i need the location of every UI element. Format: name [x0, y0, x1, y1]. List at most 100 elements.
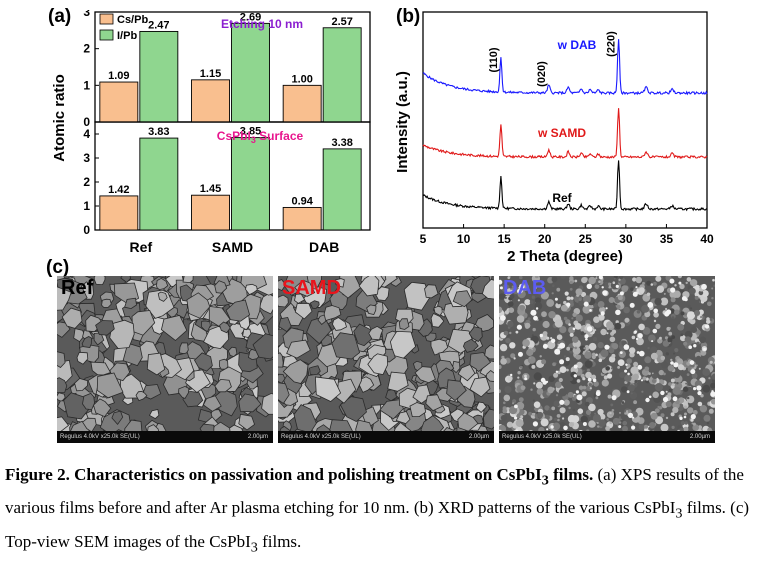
sem-particle	[597, 332, 600, 335]
sem-particle	[684, 336, 692, 343]
sem-particle	[581, 391, 587, 397]
b-x-tick-label: 15	[497, 232, 511, 246]
a-y-tick-label: 2	[83, 175, 90, 189]
sem-particle	[503, 401, 506, 405]
sem-particle	[510, 287, 513, 290]
sem-particle	[517, 371, 521, 375]
sem-particle	[588, 414, 591, 417]
sem-particle	[606, 321, 614, 329]
sem-particle	[595, 353, 598, 357]
sem-particle	[548, 375, 555, 382]
sem-particle	[605, 366, 610, 371]
sem-grain	[182, 276, 194, 284]
a-y-tick-label: 0	[83, 223, 90, 237]
sem-bright-spot	[670, 361, 674, 365]
b-series-label: Ref	[552, 191, 572, 205]
a-x-category-label: Ref	[130, 239, 153, 255]
sem-bright-spot	[500, 315, 506, 321]
sem-particle	[524, 299, 531, 306]
sem-particle	[598, 314, 605, 321]
sem-particle	[611, 409, 615, 412]
sem-grain	[218, 358, 229, 370]
sem-particle	[552, 422, 561, 431]
sem-particle	[698, 290, 704, 296]
sem-particle	[569, 299, 574, 304]
a-x-category-label: SAMD	[212, 239, 253, 255]
bar-value-label: 3.83	[148, 126, 169, 138]
sem-title-ref: Ref	[61, 277, 94, 299]
sem-particle	[609, 336, 616, 343]
sem-particle	[670, 378, 675, 383]
sem-grain	[482, 408, 494, 430]
sem-grain	[462, 338, 479, 353]
sem-bright-spot	[533, 315, 538, 321]
sem-particle	[629, 347, 636, 354]
sem-particle	[655, 416, 664, 425]
b-x-tick-label: 25	[579, 232, 593, 246]
sem-particle	[522, 339, 530, 347]
sem-particle	[667, 337, 673, 343]
sem-particle	[624, 374, 632, 382]
sem-particle	[670, 358, 673, 362]
sem-bright-spot	[710, 391, 715, 397]
sem-grain	[331, 332, 361, 360]
sem-grain	[202, 395, 222, 412]
sem-particle	[504, 386, 512, 394]
sem-particle	[646, 292, 651, 297]
sem-particle	[655, 323, 661, 329]
sem-bright-spot	[660, 390, 665, 396]
sem-particle	[680, 420, 685, 426]
legend-swatch	[99, 13, 114, 25]
sem-particle	[603, 375, 608, 380]
sem-particle	[574, 279, 578, 283]
sem-particle	[516, 401, 525, 410]
sem-particle	[511, 285, 515, 288]
sem-bright-spot	[514, 416, 518, 420]
sem-particle	[657, 405, 660, 409]
sem-particle	[554, 362, 557, 365]
sem-particle	[614, 322, 622, 330]
sem-particle	[608, 347, 615, 354]
sem-particle	[613, 277, 616, 280]
sem-grain	[111, 410, 124, 426]
sem-particle	[711, 297, 714, 300]
sem-particle	[671, 383, 675, 387]
sem-particle	[651, 378, 657, 384]
sem-particle	[564, 291, 569, 296]
sem-particle	[617, 359, 625, 366]
sem-particle	[650, 352, 658, 360]
sem-particle	[692, 422, 696, 426]
sem-particle	[527, 317, 531, 321]
sem-bright-spot	[535, 307, 539, 310]
sem-particle	[703, 414, 711, 422]
sem-particle	[577, 408, 584, 414]
sem-particle	[611, 343, 619, 350]
sem-particle	[709, 318, 713, 322]
sem-particle	[644, 356, 652, 364]
b-x-tick-label: 35	[660, 232, 674, 246]
sem-bright-spot	[648, 395, 652, 399]
sem-bright-spot	[524, 377, 528, 381]
sem-grain	[452, 290, 473, 308]
a-x-category-label: DAB	[309, 239, 339, 255]
sem-grain	[469, 376, 491, 398]
sem-particle	[574, 354, 577, 357]
b-x-tick-label: 10	[457, 232, 471, 246]
sem-particle	[708, 377, 711, 380]
sem-grain	[146, 352, 166, 376]
sem-particle	[689, 307, 693, 310]
sem-particle	[566, 346, 571, 351]
bar-value-label: 1.09	[108, 70, 129, 82]
sem-particle	[686, 373, 690, 376]
sem-particle	[536, 288, 544, 295]
bar-i-pb	[139, 30, 179, 123]
sem-particle	[513, 357, 516, 360]
sem-particle	[638, 423, 645, 431]
sem-grain	[475, 314, 494, 332]
panel-label-a: (a)	[48, 6, 72, 27]
sem-particle	[527, 356, 536, 364]
panel-label-b: (b)	[396, 6, 421, 27]
sem-grain	[148, 409, 160, 420]
sem-bright-spot	[619, 291, 624, 296]
sem-bright-spot	[653, 308, 658, 314]
